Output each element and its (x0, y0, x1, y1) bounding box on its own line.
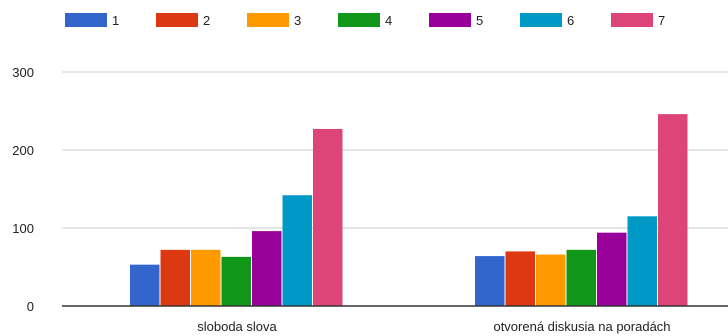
bar-series-4-1 (221, 256, 251, 306)
bar-series-7-2 (658, 114, 688, 307)
legend-swatch-2 (156, 13, 198, 27)
bar-series-6-2 (627, 216, 657, 306)
bar-series-3-2 (536, 254, 566, 306)
y-tick-label: 100 (12, 221, 34, 236)
bar-series-7-1 (313, 128, 343, 306)
y-tick-label: 200 (12, 143, 34, 158)
legend-swatch-7 (611, 13, 653, 27)
legend-label-2: 2 (203, 13, 210, 28)
legend-swatch-5 (429, 13, 471, 27)
gridlines (62, 71, 728, 229)
legend: 1 2 3 4 5 6 7 (65, 13, 665, 28)
legend-label-3: 3 (294, 13, 301, 28)
x-category-label: sloboda slova (197, 319, 277, 334)
bar-series-2-1 (160, 249, 190, 306)
legend-swatch-6 (520, 13, 562, 27)
legend-label-6: 6 (567, 13, 574, 28)
legend-label-1: 1 (112, 13, 119, 28)
y-tick-label: 300 (12, 65, 34, 80)
bar-series-1-2 (475, 256, 505, 306)
bar-series-6-1 (282, 195, 312, 306)
bars (130, 114, 688, 307)
bar-series-5-1 (252, 231, 282, 306)
y-tick-label: 0 (27, 299, 34, 314)
bar-series-5-2 (597, 232, 627, 306)
y-axis-ticks: 0 100 200 300 (12, 65, 34, 314)
bar-series-3-1 (191, 249, 221, 306)
bar-series-4-2 (566, 249, 596, 306)
legend-label-7: 7 (658, 13, 665, 28)
bar-series-1-1 (130, 264, 160, 306)
legend-label-5: 5 (476, 13, 483, 28)
bar-series-2-2 (505, 251, 535, 306)
legend-swatch-4 (338, 13, 380, 27)
legend-swatch-1 (65, 13, 107, 27)
x-axis-categories: sloboda slova otvorená diskusia na poradá… (197, 319, 670, 334)
x-category-label: otvorená diskusia na poradách (493, 319, 670, 334)
legend-swatch-3 (247, 13, 289, 27)
legend-label-4: 4 (385, 13, 392, 28)
